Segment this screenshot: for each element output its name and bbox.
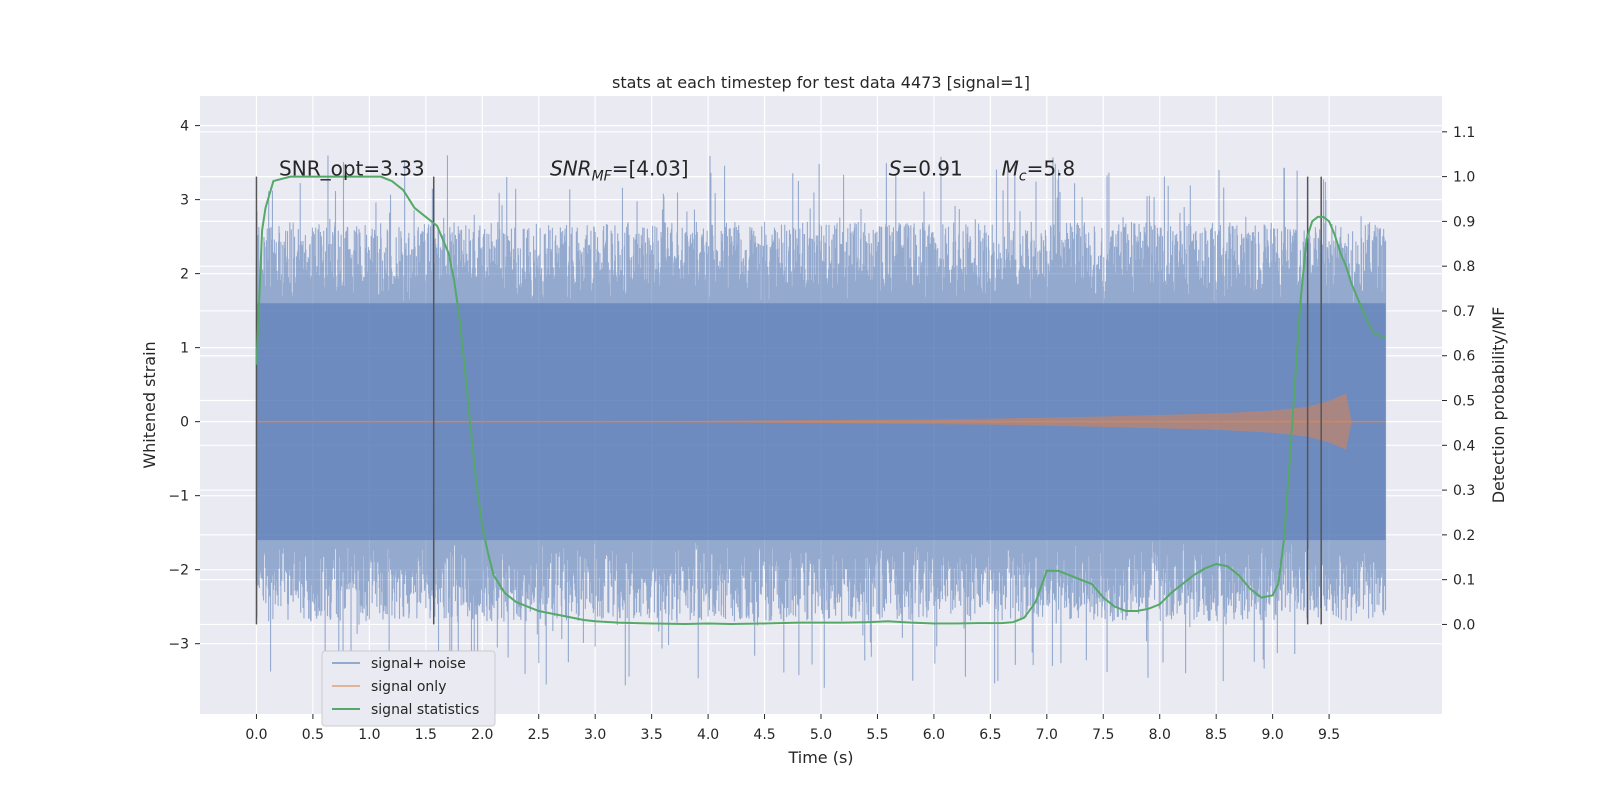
signal-statistics-line bbox=[255, 175, 1386, 625]
vertical-markers bbox=[255, 176, 1322, 625]
y-left-tick-label: 3 bbox=[180, 193, 189, 209]
y-left-tick-label: −3 bbox=[168, 637, 189, 653]
annotation: S=0.91 bbox=[889, 157, 963, 181]
x-axis-label: Time (s) bbox=[787, 748, 853, 767]
x-tick-label: 0.0 bbox=[245, 727, 267, 743]
y-left-tick-label: 0 bbox=[180, 415, 189, 431]
x-tick-label: 6.5 bbox=[979, 727, 1001, 743]
y-right-tick-label: 0.1 bbox=[1453, 573, 1475, 589]
y-right-tick-label: 0.6 bbox=[1453, 349, 1475, 365]
annotation: SNRMF=[4.03] bbox=[550, 157, 689, 185]
x-tick-label: 2.0 bbox=[471, 727, 493, 743]
x-tick-label: 7.5 bbox=[1092, 727, 1114, 743]
y-right-tick-label: 0.3 bbox=[1453, 483, 1475, 499]
annotation: SNR_opt=3.33 bbox=[279, 157, 425, 181]
signal-only-series bbox=[256, 393, 1386, 450]
x-tick-label: 4.5 bbox=[753, 727, 775, 743]
x-tick-label: 1.5 bbox=[415, 727, 437, 743]
x-tick-label: 5.5 bbox=[866, 727, 888, 743]
y-left-tick-label: 4 bbox=[180, 119, 189, 135]
y-left-tick-label: −1 bbox=[168, 489, 189, 505]
x-tick-label: 4.0 bbox=[697, 727, 719, 743]
y-left-tick-label: −2 bbox=[168, 563, 189, 579]
legend-label-signal-only: signal only bbox=[371, 679, 446, 695]
y-left-tick-label: 1 bbox=[180, 341, 189, 357]
x-tick-label: 7.0 bbox=[1036, 727, 1058, 743]
x-tick-label: 2.5 bbox=[528, 727, 550, 743]
x-tick-label: 3.5 bbox=[641, 727, 663, 743]
legend-label-signal-statistics: signal statistics bbox=[371, 702, 479, 718]
x-tick-label: 5.0 bbox=[810, 727, 832, 743]
chart-title: stats at each timestep for test data 447… bbox=[612, 73, 1030, 92]
y-right-tick-label: 0.2 bbox=[1453, 528, 1475, 544]
y-axis-left-label: Whitened strain bbox=[140, 341, 159, 468]
y-right-tick-label: 0.7 bbox=[1453, 304, 1475, 320]
x-tick-label: 8.0 bbox=[1149, 727, 1171, 743]
x-tick-label: 6.0 bbox=[923, 727, 945, 743]
y-right-tick-label: 0.5 bbox=[1453, 394, 1475, 410]
legend-label-signal-noise: signal+ noise bbox=[371, 656, 466, 672]
x-tick-label: 0.5 bbox=[302, 727, 324, 743]
y-left-tick-label: 2 bbox=[180, 267, 189, 283]
y-axis-right-label: Detection probability/MF bbox=[1489, 307, 1508, 504]
legend-box bbox=[321, 650, 496, 727]
signal-statistics-series bbox=[255, 175, 1386, 625]
x-tick-label: 3.0 bbox=[584, 727, 606, 743]
annotations: SNR_opt=3.33 SNRMF=[4.03] S=0.91 Mc=5.8 bbox=[279, 157, 1075, 185]
ticks: 0.0 0.5 1.0 1.5 2.0 2.5 3.0 3.5 4.0 4.5 5.0 5.5 6.0 6… bbox=[168, 119, 1475, 743]
y-right-tick-label: 0.9 bbox=[1453, 214, 1475, 230]
y-right-tick-label: 1.0 bbox=[1453, 170, 1475, 186]
x-tick-label: 9.5 bbox=[1318, 727, 1340, 743]
x-tick-label: 9.0 bbox=[1262, 727, 1284, 743]
y-right-tick-label: 0.4 bbox=[1453, 438, 1475, 454]
x-tick-label: 8.5 bbox=[1205, 727, 1227, 743]
annotation: Mc=5.8 bbox=[1002, 157, 1076, 185]
x-tick-label: 1.0 bbox=[358, 727, 380, 743]
legend: signal+ noise signal only signal statist… bbox=[321, 650, 496, 727]
y-right-tick-label: 0.0 bbox=[1453, 617, 1475, 633]
y-right-tick-label: 1.1 bbox=[1453, 125, 1475, 141]
y-right-tick-label: 0.8 bbox=[1453, 259, 1475, 275]
